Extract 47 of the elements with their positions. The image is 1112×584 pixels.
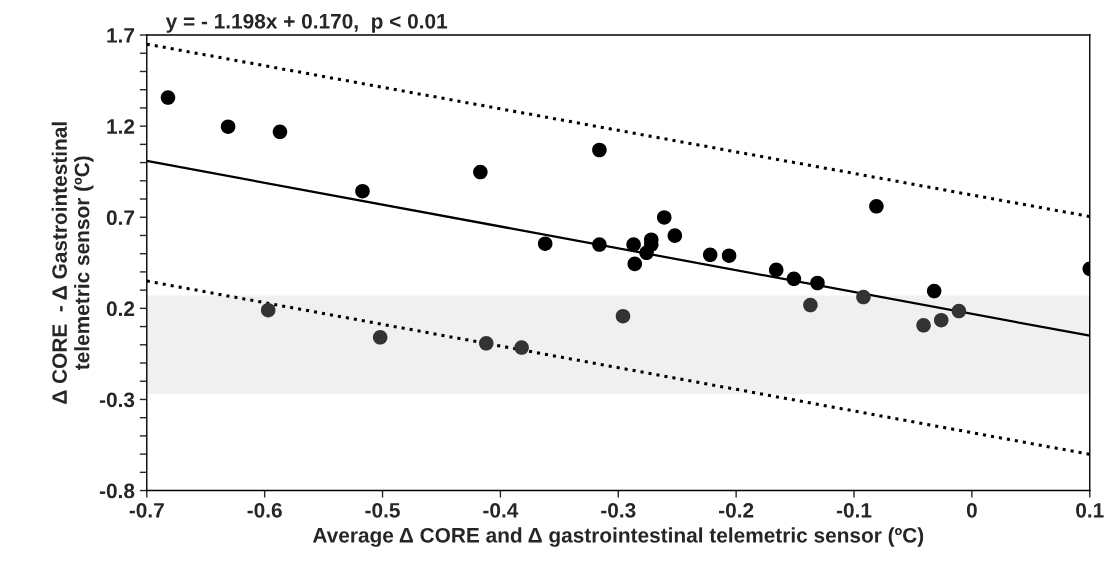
point bbox=[626, 237, 641, 252]
x-tick-label: -0.1 bbox=[836, 502, 872, 518]
point bbox=[615, 308, 631, 324]
x-tick-label: 0.1 bbox=[1076, 502, 1104, 518]
y-tick-label: 1.2 bbox=[107, 119, 135, 134]
point bbox=[856, 289, 871, 305]
point bbox=[537, 236, 553, 251]
x-tick-label: -0.7 bbox=[129, 502, 164, 518]
x-tick-label: 0 bbox=[966, 502, 977, 518]
x-tick-label: -0.2 bbox=[719, 502, 754, 518]
x-tick-label: -0.3 bbox=[601, 502, 636, 518]
y-tick-label: 0.7 bbox=[106, 210, 135, 225]
x-tick-label: -0.6 bbox=[247, 502, 282, 518]
x-tick-label: -0.4 bbox=[483, 502, 519, 518]
y-axis-title: Δ CORE - Δ Gastrointestinal telemetric sensor (ºC) bbox=[51, 122, 94, 404]
point bbox=[803, 297, 818, 313]
point bbox=[627, 256, 643, 272]
point bbox=[768, 262, 784, 278]
point bbox=[272, 124, 288, 140]
point bbox=[951, 303, 967, 319]
point bbox=[260, 302, 276, 318]
point bbox=[220, 119, 236, 134]
y-tick-label: -0.3 bbox=[99, 392, 135, 408]
point bbox=[473, 164, 488, 180]
point bbox=[355, 183, 370, 199]
y-tick-label: 1.7 bbox=[107, 28, 135, 43]
point bbox=[372, 330, 388, 345]
point bbox=[478, 336, 494, 351]
point bbox=[933, 312, 949, 328]
x-axis-title: Average Δ CORE and Δ gastrointestinal telemetric sensor (ºC) bbox=[312, 527, 924, 547]
point bbox=[926, 283, 942, 299]
point bbox=[656, 210, 672, 225]
point bbox=[702, 247, 718, 263]
point bbox=[667, 228, 683, 243]
text: y = - 1.198x + 0.170, p < 0.01 bbox=[165, 13, 448, 33]
point bbox=[592, 142, 607, 158]
point bbox=[160, 90, 176, 105]
point bbox=[810, 275, 825, 291]
point bbox=[869, 199, 884, 214]
y-tick-label: 0.2 bbox=[106, 301, 135, 317]
point bbox=[514, 340, 529, 355]
point bbox=[916, 318, 931, 333]
point bbox=[786, 271, 802, 287]
point bbox=[592, 237, 607, 252]
y-tick-label: -0.8 bbox=[99, 483, 135, 499]
x-tick-label: -0.5 bbox=[365, 502, 400, 518]
point bbox=[721, 248, 737, 263]
